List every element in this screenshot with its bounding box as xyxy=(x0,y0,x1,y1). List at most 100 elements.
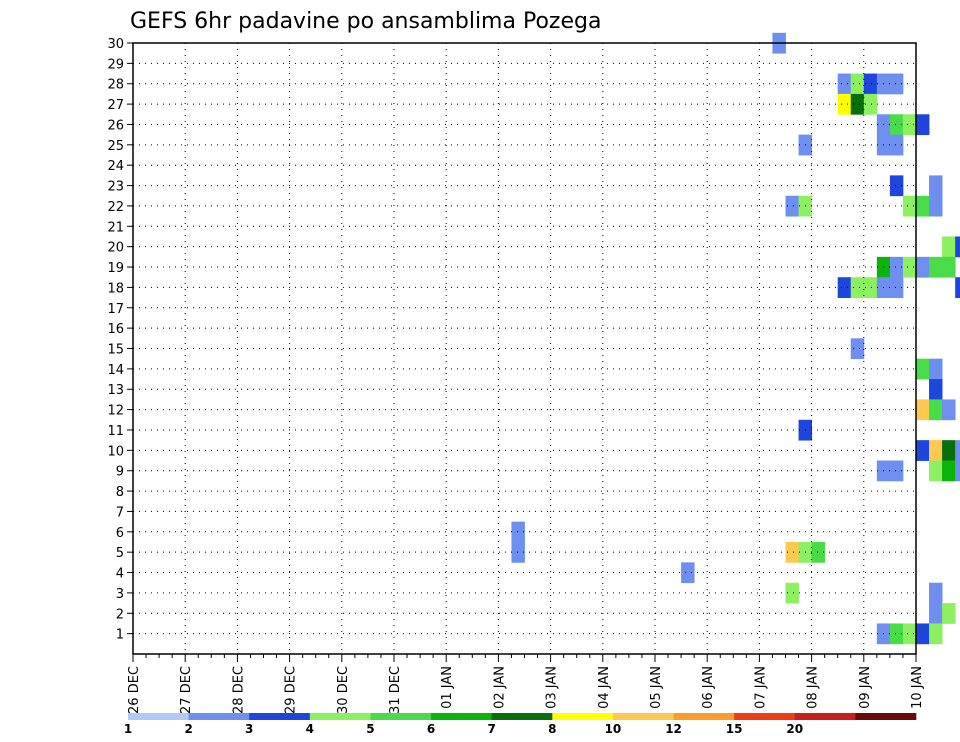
legend-swatch xyxy=(734,713,796,720)
heatmap-cell xyxy=(916,440,930,461)
y-tick-label: 24 xyxy=(107,159,124,174)
heatmap-cell xyxy=(785,541,799,563)
x-tick-label: 26 DEC xyxy=(127,666,142,714)
heatmap-cell xyxy=(889,623,904,645)
heatmap-cell xyxy=(889,114,904,136)
y-tick-label: 1 xyxy=(116,628,124,643)
heatmap-cell xyxy=(889,277,904,298)
heatmap-cell xyxy=(929,195,943,217)
legend-label: 12 xyxy=(665,722,682,736)
y-tick-label: 10 xyxy=(107,444,124,459)
y-axis: 1234567891011121314151617181920212223242… xyxy=(107,37,133,643)
y-tick-label: 13 xyxy=(107,383,124,398)
heatmap-cell xyxy=(929,623,943,645)
heatmap-cell xyxy=(916,256,930,278)
heatmap-cell xyxy=(811,541,826,563)
heatmap-cell xyxy=(785,582,799,604)
heatmap-cell xyxy=(916,195,930,217)
legend-swatch xyxy=(491,713,553,720)
y-tick-label: 21 xyxy=(107,220,124,235)
y-tick-label: 8 xyxy=(116,485,124,500)
chart-title: GEFS 6hr padavine po ansamblima Pozega xyxy=(130,9,601,34)
legend-label: 5 xyxy=(366,722,374,736)
heatmap-cell xyxy=(850,73,865,95)
x-tick-label: 06 JAN xyxy=(701,666,716,709)
y-tick-label: 26 xyxy=(107,118,124,133)
heatmap-cell xyxy=(955,460,960,482)
y-tick-label: 30 xyxy=(107,37,124,52)
legend-label: 7 xyxy=(488,722,496,736)
heatmap-cell xyxy=(863,73,878,95)
x-tick-label: 08 JAN xyxy=(806,666,821,709)
heatmap-cell xyxy=(837,93,852,115)
legend-label: 3 xyxy=(245,722,253,736)
legend-swatch xyxy=(612,713,674,720)
heatmap-cell xyxy=(902,256,917,278)
legend-swatch xyxy=(249,713,311,720)
x-tick-label: 07 JAN xyxy=(753,666,768,709)
x-tick-label: 03 JAN xyxy=(545,666,560,709)
heatmap-cell xyxy=(902,114,917,136)
legend-swatch xyxy=(855,713,917,720)
heatmap-cell xyxy=(916,358,930,380)
y-tick-label: 22 xyxy=(107,200,124,215)
heatmap-cell xyxy=(942,440,956,461)
x-axis: 26 DEC 27 DEC 28 DEC 29 DEC 30 DEC 31 DEC 01 J… xyxy=(127,654,925,714)
legend-label: 8 xyxy=(548,722,556,736)
heatmap-cell xyxy=(889,256,904,278)
heatmap-cell xyxy=(681,562,695,584)
heatmap-cell xyxy=(929,399,943,421)
heatmap-cell xyxy=(955,440,960,461)
heatmap-cell xyxy=(511,521,525,543)
heatmap-cell xyxy=(942,460,956,482)
heatmap-cell xyxy=(942,399,956,421)
heatmap-cell xyxy=(955,236,960,258)
legend-swatch xyxy=(370,713,432,720)
y-tick-label: 20 xyxy=(107,241,124,256)
heatmap-cell xyxy=(902,195,917,217)
heatmap-cell xyxy=(863,277,878,298)
legend-swatch xyxy=(188,713,250,720)
heatmap-cell xyxy=(511,541,525,563)
heatmap-cell xyxy=(850,338,865,360)
legend-swatch xyxy=(673,713,735,720)
legend-swatch xyxy=(309,713,371,720)
heatmap-cell xyxy=(916,623,930,645)
y-tick-label: 7 xyxy=(116,505,124,520)
heatmap-cell xyxy=(929,440,943,461)
heatmap-cell xyxy=(916,114,930,136)
heatmap-cell xyxy=(929,358,943,380)
x-tick-label: 02 JAN xyxy=(492,666,507,709)
x-tick-label: 04 JAN xyxy=(597,666,612,709)
y-tick-label: 12 xyxy=(107,404,124,419)
y-tick-label: 17 xyxy=(107,302,124,317)
heatmap-cell xyxy=(785,195,799,217)
heatmap-cell xyxy=(942,256,956,278)
heatmap-cell xyxy=(929,582,943,604)
heatmap-cell xyxy=(929,603,943,624)
legend-label: 2 xyxy=(184,722,192,736)
y-tick-label: 16 xyxy=(107,322,124,337)
heatmap-cell xyxy=(850,277,865,298)
x-tick-label: 31 DEC xyxy=(388,666,403,714)
y-tick-label: 2 xyxy=(116,607,124,622)
y-tick-label: 29 xyxy=(107,57,124,72)
legend-label: 10 xyxy=(605,722,622,736)
y-tick-label: 19 xyxy=(107,261,124,276)
y-tick-label: 25 xyxy=(107,139,124,154)
y-tick-label: 5 xyxy=(116,546,124,561)
legend-label: 1 xyxy=(124,722,132,736)
heatmap-cell xyxy=(850,93,865,115)
color-legend: 1 2 3 4 5 6 7 8 10 12 15 20 xyxy=(124,713,917,736)
heatmap-cell xyxy=(902,623,917,645)
x-tick-label: 09 JAN xyxy=(858,666,873,709)
heatmap-cell xyxy=(916,399,930,421)
y-tick-label: 3 xyxy=(116,587,124,602)
legend-label: 20 xyxy=(786,722,803,736)
y-tick-label: 14 xyxy=(107,363,124,378)
legend-label: 15 xyxy=(726,722,743,736)
y-tick-label: 6 xyxy=(116,526,124,541)
legend-swatch xyxy=(128,713,189,720)
heatmap-cell xyxy=(889,134,904,156)
heatmap-cell xyxy=(889,73,904,95)
